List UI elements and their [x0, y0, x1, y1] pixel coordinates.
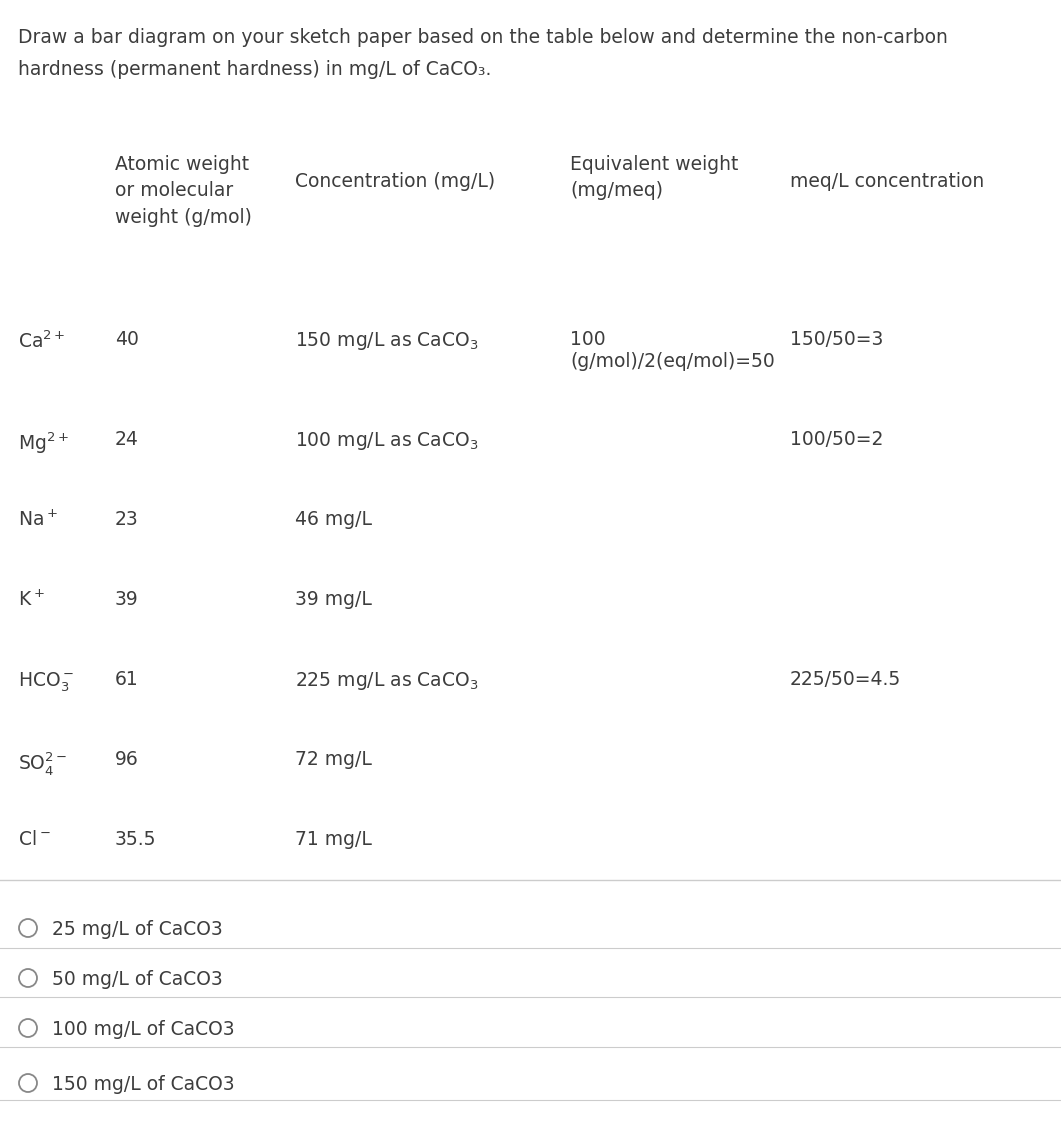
Text: 225/50=4.5: 225/50=4.5: [790, 669, 901, 689]
Text: 100 mg/L as CaCO$_3$: 100 mg/L as CaCO$_3$: [295, 431, 479, 452]
Text: 61: 61: [115, 669, 139, 689]
Text: K$^+$: K$^+$: [18, 591, 45, 610]
Text: meq/L concentration: meq/L concentration: [790, 172, 985, 190]
Text: 150 mg/L as CaCO$_3$: 150 mg/L as CaCO$_3$: [295, 330, 479, 352]
Text: SO$_4^{2-}$: SO$_4^{2-}$: [18, 749, 67, 777]
Text: Draw a bar diagram on your sketch paper based on the table below and determine t: Draw a bar diagram on your sketch paper …: [18, 28, 947, 47]
Text: 40: 40: [115, 330, 139, 349]
Text: Na$^+$: Na$^+$: [18, 511, 58, 530]
Text: Concentration (mg/L): Concentration (mg/L): [295, 172, 495, 190]
Text: hardness (permanent hardness) in mg/L of CaCO₃.: hardness (permanent hardness) in mg/L of…: [18, 60, 491, 79]
Text: 225 mg/L as CaCO$_3$: 225 mg/L as CaCO$_3$: [295, 669, 479, 692]
Text: 39: 39: [115, 591, 139, 609]
Text: Atomic weight
or molecular
weight (g/mol): Atomic weight or molecular weight (g/mol…: [115, 156, 251, 227]
Text: 150 mg/L of CaCO3: 150 mg/L of CaCO3: [52, 1075, 234, 1094]
Text: 100 mg/L of CaCO3: 100 mg/L of CaCO3: [52, 1020, 234, 1039]
Text: 100: 100: [570, 330, 606, 349]
Text: 72 mg/L: 72 mg/L: [295, 749, 371, 769]
Text: 50 mg/L of CaCO3: 50 mg/L of CaCO3: [52, 970, 223, 990]
Text: HCO$_3^-$: HCO$_3^-$: [18, 669, 74, 693]
Text: 39 mg/L: 39 mg/L: [295, 591, 371, 609]
Text: Ca$^{2+}$: Ca$^{2+}$: [18, 330, 66, 352]
Text: 24: 24: [115, 431, 139, 449]
Text: 35.5: 35.5: [115, 829, 157, 849]
Text: 23: 23: [115, 511, 139, 529]
Text: 25 mg/L of CaCO3: 25 mg/L of CaCO3: [52, 920, 223, 939]
Text: (g/mol)/2(eq/mol)=50: (g/mol)/2(eq/mol)=50: [570, 352, 775, 371]
Text: Equivalent weight
(mg/meq): Equivalent weight (mg/meq): [570, 156, 738, 201]
Text: 46 mg/L: 46 mg/L: [295, 511, 372, 529]
Text: Mg$^{2+}$: Mg$^{2+}$: [18, 431, 69, 455]
Text: 150/50=3: 150/50=3: [790, 330, 884, 349]
Text: 96: 96: [115, 749, 139, 769]
Text: Cl$^-$: Cl$^-$: [18, 829, 51, 849]
Text: 71 mg/L: 71 mg/L: [295, 829, 371, 849]
Text: 100/50=2: 100/50=2: [790, 431, 884, 449]
